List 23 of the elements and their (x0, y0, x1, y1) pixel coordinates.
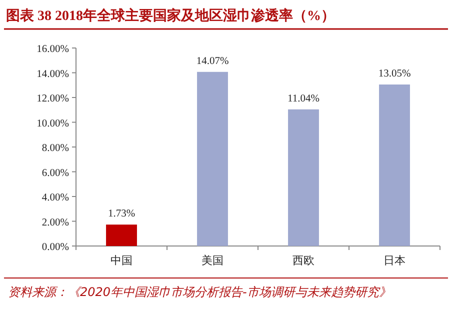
y-tick-label: 6.00% (42, 168, 70, 179)
x-tick-label: 中国 (110, 254, 132, 267)
bar (106, 224, 137, 246)
y-tick-label: 0.00% (42, 242, 70, 253)
y-tick-label: 4.00% (42, 192, 70, 204)
data-label: 11.04% (288, 93, 320, 104)
y-tick-label: 12.00% (36, 94, 70, 104)
bar (288, 109, 319, 246)
data-label: 14.07% (196, 56, 229, 67)
y-tick-label: 14.00% (36, 68, 70, 80)
x-tick-label: 日本 (384, 254, 406, 267)
x-tick-label: 西欧 (292, 254, 314, 267)
data-label: 13.05% (378, 68, 411, 80)
data-label: 1.73% (108, 208, 136, 220)
y-tick-label: 16.00% (36, 44, 70, 55)
chart-title: 图表 38 2018年全球主要国家及地区湿巾渗透率（%） (6, 7, 335, 24)
y-tick-label: 8.00% (42, 143, 70, 154)
bar (379, 84, 410, 246)
y-tick-label: 10.00% (36, 118, 70, 130)
text: 资料来源：《2020年中国湿巾市场分析报告-市场调研与未来趋势研究》 (8, 285, 391, 299)
y-tick-label: 2.00% (42, 217, 70, 228)
bar (197, 72, 228, 246)
x-tick-label: 美国 (202, 254, 224, 267)
